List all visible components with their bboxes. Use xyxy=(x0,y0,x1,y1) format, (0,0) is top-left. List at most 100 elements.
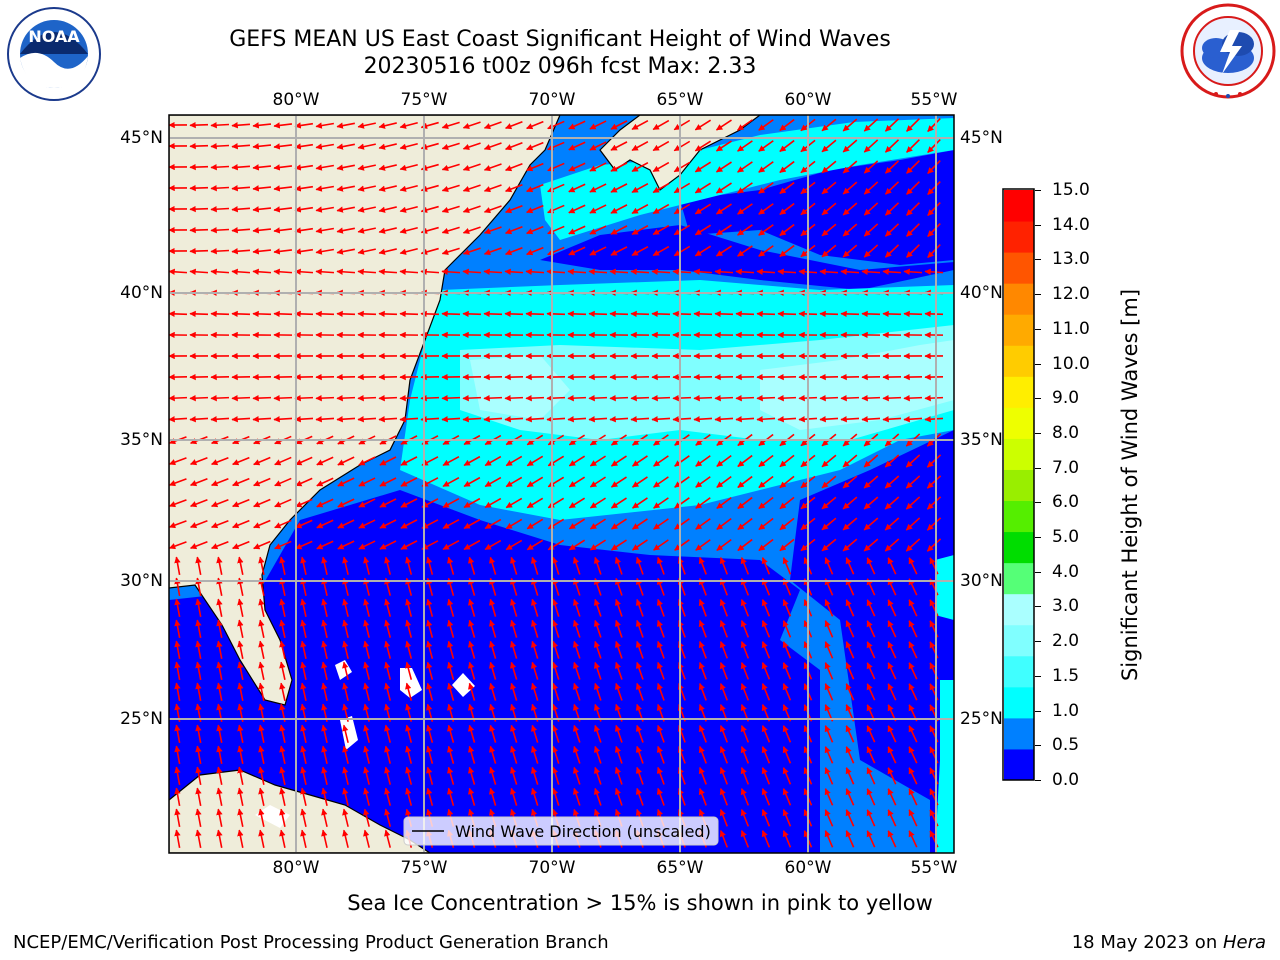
wave-direction-arrow xyxy=(924,310,944,318)
wave-direction-arrow xyxy=(279,598,286,617)
wave-direction-arrow xyxy=(195,766,202,785)
wave-direction-arrow xyxy=(635,724,644,743)
wave-direction-arrow xyxy=(384,682,392,701)
wave-direction-arrow xyxy=(274,540,292,550)
wave-direction-arrow xyxy=(405,787,413,806)
wave-direction-arrow xyxy=(530,556,539,575)
wave-direction-arrow xyxy=(363,766,370,785)
wave-direction-arrow xyxy=(652,161,670,173)
wave-direction-arrow xyxy=(489,598,497,617)
wave-direction-arrow xyxy=(189,268,209,275)
wave-direction-arrow xyxy=(779,160,795,174)
wave-direction-arrow xyxy=(315,227,335,234)
wave-direction-arrow xyxy=(426,745,434,764)
wave-direction-arrow xyxy=(489,640,497,659)
wave-direction-arrow xyxy=(588,310,608,318)
wave-direction-arrow xyxy=(337,519,355,529)
wave-direction-arrow xyxy=(525,310,545,318)
wave-direction-arrow xyxy=(861,416,881,423)
wave-direction-arrow xyxy=(630,268,650,275)
wave-direction-arrow xyxy=(210,394,230,402)
wave-direction-arrow xyxy=(216,745,223,764)
wave-direction-arrow xyxy=(258,745,265,764)
wave-direction-arrow xyxy=(300,745,307,764)
wave-direction-arrow xyxy=(279,808,286,827)
wave-direction-arrow xyxy=(321,619,328,638)
wave-direction-arrow xyxy=(842,475,858,489)
wave-direction-arrow xyxy=(821,538,837,552)
wave-direction-arrow xyxy=(252,416,272,423)
wave-direction-arrow xyxy=(363,724,370,743)
wave-direction-arrow xyxy=(908,746,918,764)
wave-direction-arrow xyxy=(758,161,774,173)
wave-direction-arrow xyxy=(211,456,229,466)
wave-direction-arrow xyxy=(694,182,712,194)
wave-direction-arrow xyxy=(737,140,753,152)
wave-direction-arrow xyxy=(821,496,837,510)
wave-direction-arrow xyxy=(468,640,476,659)
wave-direction-arrow xyxy=(252,268,272,275)
wave-direction-arrow xyxy=(232,540,250,550)
wave-direction-arrow xyxy=(651,310,671,318)
wave-direction-arrow xyxy=(568,162,586,172)
wave-direction-arrow xyxy=(273,310,293,318)
wave-direction-arrow xyxy=(405,556,413,575)
wave-direction-arrow xyxy=(300,787,307,806)
wave-direction-arrow xyxy=(866,683,876,701)
wave-direction-arrow xyxy=(237,829,244,848)
wave-direction-arrow xyxy=(237,640,244,659)
wave-direction-arrow xyxy=(546,268,566,275)
wave-direction-arrow xyxy=(845,599,855,617)
wave-direction-arrow xyxy=(589,476,606,488)
wave-direction-arrow xyxy=(824,788,834,806)
wave-direction-arrow xyxy=(779,118,795,132)
wave-direction-arrow xyxy=(758,496,774,510)
wave-direction-arrow xyxy=(342,619,349,638)
colorbar-tick: 1.5 xyxy=(1052,665,1080,686)
wave-direction-arrow xyxy=(462,184,481,193)
wave-direction-arrow xyxy=(905,454,921,468)
wave-direction-arrow xyxy=(216,808,223,827)
wave-direction-arrow xyxy=(505,497,523,509)
wave-direction-arrow xyxy=(189,205,209,213)
wave-direction-arrow xyxy=(673,224,691,236)
colorbar-tick-mark xyxy=(1035,745,1041,747)
wave-direction-arrow xyxy=(546,416,566,423)
wave-direction-arrow xyxy=(819,268,839,275)
wave-direction-arrow xyxy=(295,498,313,508)
wave-direction-arrow xyxy=(842,223,858,237)
wave-direction-arrow xyxy=(279,829,286,848)
wave-direction-arrow xyxy=(610,183,628,193)
wave-direction-arrow xyxy=(740,641,750,659)
wave-direction-arrow xyxy=(441,163,460,172)
wave-direction-arrow xyxy=(568,225,586,235)
wave-direction-arrow xyxy=(405,766,413,785)
wave-direction-arrow xyxy=(673,245,691,257)
colorbar-tick: 2.0 xyxy=(1052,631,1080,652)
wave-direction-arrow xyxy=(824,809,834,827)
wave-direction-arrow xyxy=(441,310,461,318)
wave-direction-arrow xyxy=(635,661,644,680)
colorbar-segment xyxy=(1004,593,1034,626)
footer-machine: Hera xyxy=(1222,932,1266,953)
wave-direction-arrow xyxy=(300,808,307,827)
wave-direction-arrow xyxy=(840,394,860,402)
wave-direction-arrow xyxy=(504,247,523,256)
wave-direction-arrow xyxy=(489,787,497,806)
wave-direction-arrow xyxy=(737,517,753,531)
wave-direction-arrow xyxy=(824,557,834,575)
wave-direction-arrow xyxy=(782,725,792,743)
wave-direction-arrow xyxy=(358,498,376,508)
wave-direction-arrow xyxy=(546,310,566,318)
lat-label-left: 45°N xyxy=(120,128,163,148)
wave-direction-arrow xyxy=(863,496,879,510)
wave-direction-arrow xyxy=(927,222,941,238)
wave-direction-arrow xyxy=(378,227,397,234)
wave-direction-arrow xyxy=(231,185,251,192)
wave-direction-arrow xyxy=(336,206,355,213)
wave-direction-arrow xyxy=(842,496,858,510)
wave-direction-arrow xyxy=(887,557,897,575)
wave-direction-arrow xyxy=(504,142,523,151)
wave-direction-arrow xyxy=(468,682,476,701)
wave-direction-arrow xyxy=(400,540,418,550)
